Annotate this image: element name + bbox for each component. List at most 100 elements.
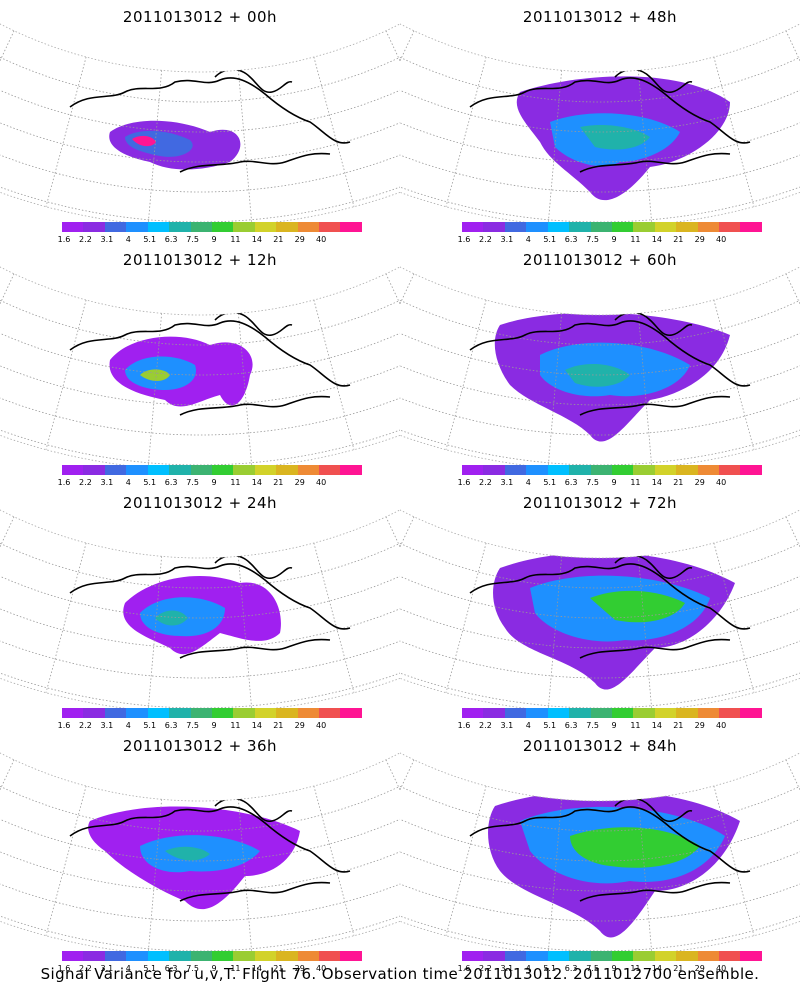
colorbar-swatch (319, 222, 341, 232)
colorbar-swatch (211, 465, 234, 475)
colorbar-swatch (62, 708, 84, 718)
polar-stereographic-map (0, 22, 400, 228)
colorbar-swatch (740, 222, 762, 232)
polar-stereographic-map (400, 265, 800, 471)
colorbar-tick-label: 7.5 (186, 235, 199, 244)
colorbar-tick-label: 11 (230, 235, 241, 244)
colorbar-swatch (169, 465, 191, 475)
colorbar-swatch (719, 708, 741, 718)
colorbar-tick-label: 4 (525, 235, 531, 244)
colorbar-tick-label: 2.2 (479, 721, 492, 730)
graticule (0, 22, 400, 225)
colorbar-swatch (483, 708, 505, 718)
colorbar-swatch (83, 465, 105, 475)
variance-field (516, 76, 730, 201)
colorbar-swatch (504, 951, 527, 961)
colorbar-swatch (719, 951, 741, 961)
colorbar-labels: 1.6 2.2 3.1 4 5.1 6.3 7.5 9 11 14 21 29 40 (52, 235, 372, 245)
colorbar-tick-label: 4 (525, 721, 531, 730)
colorbar-labels: 1.6 2.2 3.1 4 5.1 6.3 7.5 9 11 14 21 29 40 (52, 721, 372, 731)
graticule (400, 22, 800, 225)
colorbar-tick-label: 21 (273, 478, 284, 487)
colorbar-tick-label: 5.1 (143, 478, 157, 487)
colorbar-swatch (633, 465, 655, 475)
variance-contour (165, 846, 210, 861)
colorbar-tick-label: 1.6 (457, 964, 471, 973)
colorbar-tick-label: 5.1 (143, 235, 157, 244)
colorbar-swatch (526, 465, 548, 475)
colorbar-swatch (590, 465, 612, 475)
colorbar-tick-label: 9 (611, 721, 617, 730)
colorbar-swatch (504, 708, 527, 718)
colorbar-tick-label: 2.2 (79, 721, 92, 730)
colorbar-swatch (126, 465, 148, 475)
colorbar-swatch (547, 465, 570, 475)
colorbar-tick-label: 29 (294, 721, 305, 730)
colorbar-tick-label: 11 (630, 478, 641, 487)
colorbar-swatch (233, 222, 255, 232)
map-panel: 2011013012 + 84h 1.6 2.2 3.1 4 5.1 6.3 7.5 9 11 14… (400, 729, 800, 973)
polar-stereographic-map (400, 22, 800, 228)
colorbar-tick-label: 14 (251, 478, 262, 487)
colorbar-swatch (233, 951, 255, 961)
map-panel: 2011013012 + 12h 1.6 2.2 3.1 4 5.1 6.3 7.5 9 11 14… (0, 243, 400, 487)
colorbar-swatch (719, 465, 741, 475)
colorbar-tick-label: 5.1 (543, 235, 557, 244)
colorbar-tick-label: 29 (694, 721, 705, 730)
panel-title: 2011013012 + 12h (122, 251, 278, 269)
colorbar-tick-label: 6.3 (564, 721, 578, 730)
colorbar-tick-label: 5.1 (543, 721, 557, 730)
colorbar-tick-label: 3.1 (100, 478, 114, 487)
graticule (0, 508, 400, 711)
colorbar-swatch (62, 222, 84, 232)
panel-title: 2011013012 + 60h (522, 251, 678, 269)
colorbar-labels: 1.6 2.2 3.1 4 5.1 6.3 7.5 9 11 14 21 29 40 (52, 964, 372, 974)
colorbar-swatch (462, 951, 484, 961)
colorbar-tick-label: 29 (694, 964, 705, 973)
colorbar-swatch (104, 222, 127, 232)
colorbar-tick-label: 21 (673, 721, 684, 730)
colorbar-tick-label: 9 (611, 235, 617, 244)
graticule (400, 265, 800, 468)
colorbar-swatch (297, 222, 320, 232)
colorbar-swatch (547, 708, 570, 718)
colorbar-tick-label: 6.3 (564, 964, 578, 973)
colorbar-tick-label: 6.3 (164, 964, 178, 973)
variance-field (88, 806, 300, 910)
colorbar-swatch (504, 465, 527, 475)
panel-title: 2011013012 + 84h (522, 737, 678, 755)
colorbar-swatch (297, 951, 320, 961)
colorbar-swatch (104, 951, 127, 961)
colorbar-swatch (169, 222, 191, 232)
colorbar-tick-label: 1.6 (57, 478, 71, 487)
colorbar-swatch (462, 222, 484, 232)
colorbar-tick-label: 5.1 (543, 478, 557, 487)
map-panel: 2011013012 + 36h 1.6 2.2 3.1 4 5.1 6.3 7.5 9 11 14… (0, 729, 400, 973)
colorbar-tick-label: 29 (294, 964, 305, 973)
colorbar-swatch (340, 951, 362, 961)
colorbar-swatch (633, 951, 655, 961)
colorbar-swatch (83, 951, 105, 961)
colorbar-tick-label: 9 (211, 721, 217, 730)
colorbar (62, 465, 362, 475)
colorbar-swatch (654, 465, 677, 475)
graticule (400, 751, 800, 954)
colorbar-swatch (126, 951, 148, 961)
colorbar-tick-label: 14 (651, 964, 662, 973)
colorbar-swatch (654, 951, 677, 961)
colorbar-tick-label: 9 (611, 964, 617, 973)
colorbar-swatch (526, 708, 548, 718)
colorbar-swatch (569, 708, 591, 718)
colorbar-tick-label: 7.5 (186, 964, 199, 973)
colorbar-swatch (590, 951, 612, 961)
colorbar-tick-label: 7.5 (586, 478, 599, 487)
colorbar-tick-label: 6.3 (564, 478, 578, 487)
colorbar-swatch (633, 222, 655, 232)
figure-caption: Signal Variance for u,v,T. Flight 76. Ob… (40, 965, 760, 983)
colorbar-swatch (740, 951, 762, 961)
colorbar-tick-label: 4 (125, 235, 131, 244)
colorbar-swatch (319, 708, 341, 718)
colorbar-tick-label: 40 (716, 964, 727, 973)
colorbar-swatch (297, 465, 320, 475)
panel-title: 2011013012 + 36h (122, 737, 278, 755)
